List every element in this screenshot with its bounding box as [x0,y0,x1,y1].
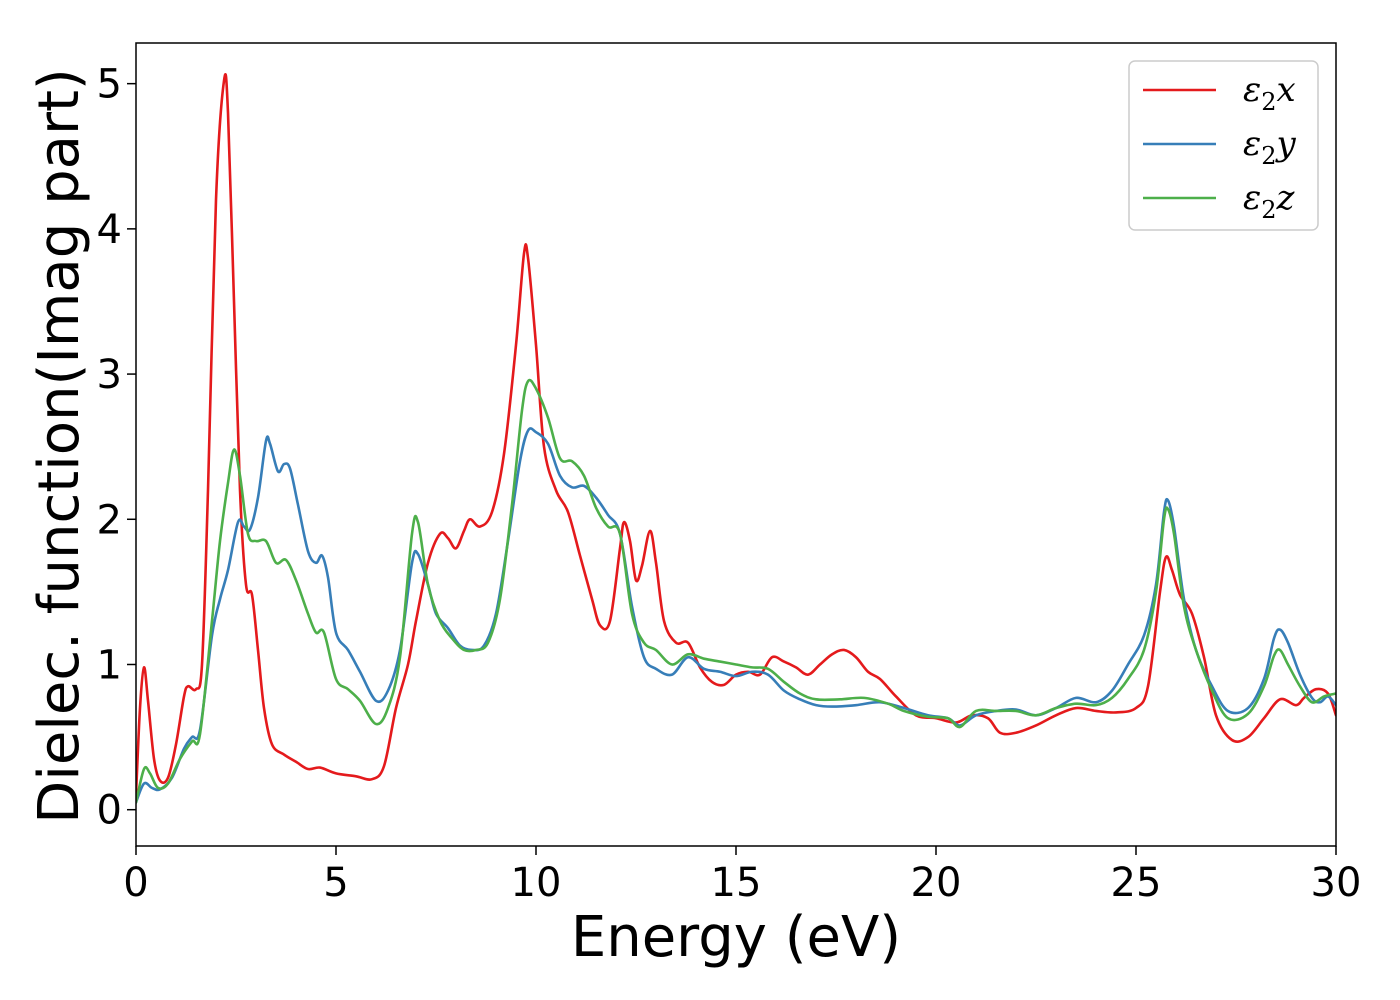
series-line-z [136,378,1336,804]
x-tick-label: 15 [711,860,762,906]
x-tick-label: 0 [123,860,148,906]
series-line-x [136,73,1336,797]
y-tick-label: 1 [97,642,122,688]
legend-label-y: ε2y [1243,124,1297,170]
x-axis: 0 5 10 15 20 25 30 [123,846,1361,906]
x-tick-label: 5 [323,860,348,906]
legend-label-x: ε2x [1243,70,1296,116]
y-tick-label: 2 [97,497,122,543]
legend-box [1128,60,1319,231]
x-tick-label: 25 [1111,860,1162,906]
legend-label-z: ε2z [1243,178,1296,224]
y-tick-label: 5 [97,62,122,108]
x-tick-label: 10 [511,860,562,906]
y-tick-label: 0 [97,788,122,834]
y-axis: 0 1 2 3 4 5 [97,62,136,834]
y-tick-label: 4 [97,207,122,253]
y-axis-title: Dielec. function(Imag part) [27,68,92,824]
series-layer [136,73,1336,804]
y-tick-label: 3 [97,352,122,398]
x-tick-label: 20 [911,860,962,906]
legend: ε2x ε2y ε2z [1128,60,1319,231]
x-tick-label: 30 [1311,860,1362,906]
x-axis-title: Energy (eV) [571,905,901,970]
